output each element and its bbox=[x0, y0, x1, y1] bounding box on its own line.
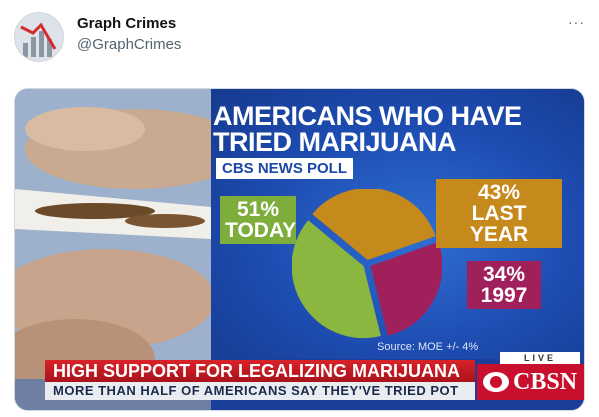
ticker-banner: MORE THAN HALF OF AMERICANS SAY THEY'VE … bbox=[45, 382, 475, 400]
pie-slice-last-year bbox=[312, 189, 436, 261]
label-last-year: 43% LAST YEAR bbox=[436, 179, 562, 248]
label-1997: 34% 1997 bbox=[467, 261, 541, 309]
pie-slice-1997 bbox=[370, 241, 442, 336]
avatar[interactable] bbox=[14, 12, 64, 62]
label-today-value: 51% bbox=[236, 198, 280, 221]
label-today: 51% TODAY bbox=[220, 196, 296, 244]
graphic-subtitle: CBS NEWS POLL bbox=[216, 158, 354, 179]
title-line-2: TRIED MARIJUANA bbox=[213, 127, 457, 157]
headline-banner: HIGH SUPPORT FOR LEGALIZING MARIJUANA bbox=[45, 360, 475, 382]
pie-slice-today bbox=[292, 220, 381, 339]
network-logo: CBSN bbox=[477, 364, 584, 400]
title-line-1: AMERICANS WHO HAVE bbox=[213, 101, 522, 131]
cbs-eye-icon bbox=[483, 372, 509, 392]
label-1997-value: 34% bbox=[482, 263, 526, 286]
label-1997-text: 1997 bbox=[480, 284, 528, 307]
label-last-year-text: LAST YEAR bbox=[469, 202, 529, 246]
avatar-chart-icon bbox=[15, 13, 63, 61]
more-horizontal-icon[interactable]: ··· bbox=[568, 14, 585, 30]
source-note: Source: MOE +/- 4% bbox=[377, 341, 479, 353]
graphic-title: AMERICANS WHO HAVE TRIED MARIJUANA bbox=[213, 101, 583, 157]
label-today-text: TODAY bbox=[225, 219, 297, 242]
pie-chart bbox=[292, 189, 442, 339]
tweet-header: Graph Crimes @GraphCrimes ··· bbox=[0, 0, 599, 80]
user-handle[interactable]: @GraphCrimes bbox=[77, 36, 182, 53]
label-last-year-value: 43% bbox=[477, 181, 521, 204]
tweet-image[interactable]: AMERICANS WHO HAVE TRIED MARIJUANA CBS N… bbox=[14, 88, 585, 411]
live-badge: LIVE bbox=[500, 352, 580, 364]
lower-third: HIGH SUPPORT FOR LEGALIZING MARIJUANA MO… bbox=[45, 352, 584, 400]
display-name[interactable]: Graph Crimes bbox=[77, 15, 177, 32]
